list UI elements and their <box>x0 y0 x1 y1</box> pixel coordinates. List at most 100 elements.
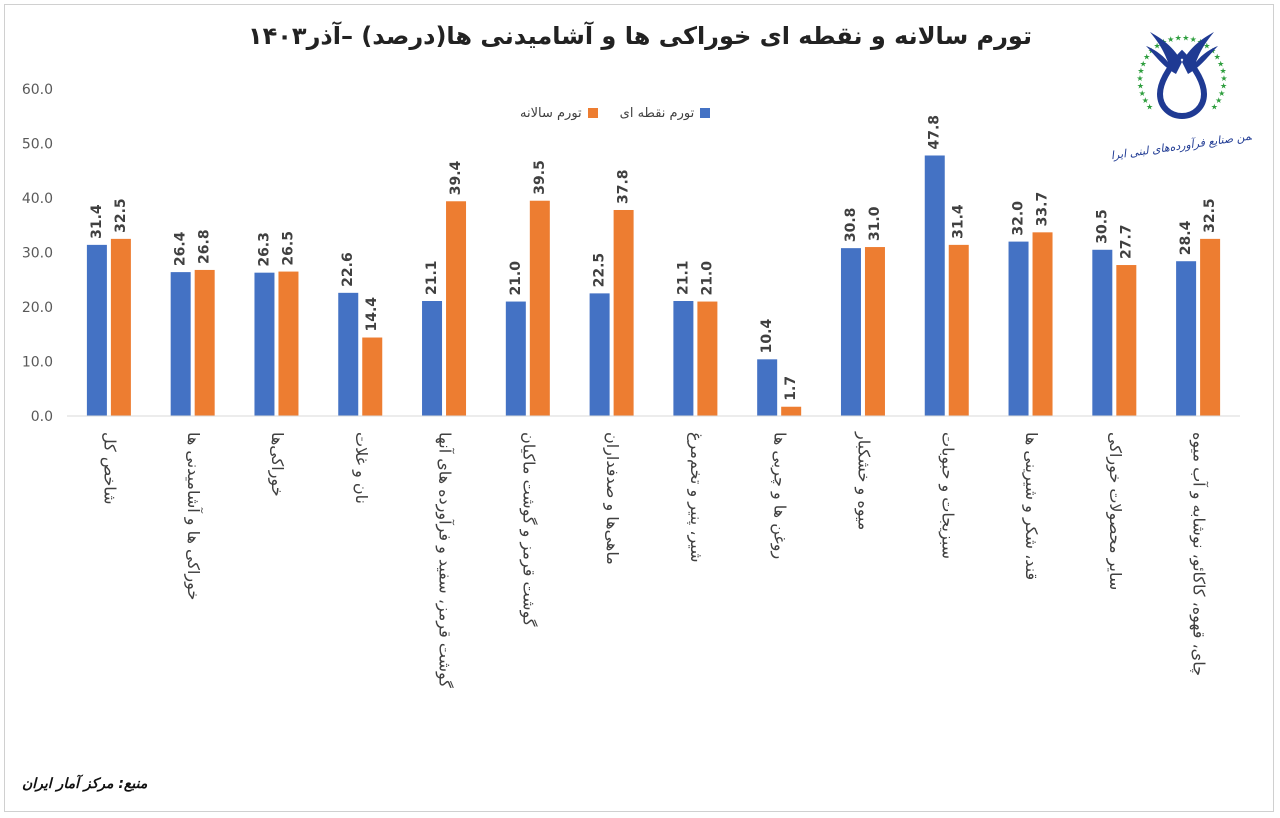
x-tick-label: نان و غلات <box>351 432 371 504</box>
x-tick-label: سایر محصولات خوراکی <box>1105 432 1125 590</box>
logo-star-icon: ★ <box>1140 59 1147 68</box>
bar-annual <box>110 238 131 416</box>
bar-annual <box>1200 238 1221 416</box>
x-tick-label: شیر، پنیر و تخم‌مرغ <box>686 432 706 563</box>
x-tick-label: خوراکی‌ها <box>267 432 287 497</box>
bar-point <box>170 272 191 416</box>
data-label-annual: 27.7 <box>1118 224 1134 259</box>
bar-point <box>254 272 275 416</box>
bar-annual <box>697 301 718 416</box>
data-label-point: 22.5 <box>592 253 608 288</box>
logo-star-icon: ★ <box>1217 59 1224 68</box>
bar-annual <box>446 201 467 416</box>
bar-point <box>840 248 861 416</box>
logo-star-icon: ★ <box>1143 53 1150 62</box>
data-label-annual: 31.4 <box>951 204 967 239</box>
data-label-annual: 31.0 <box>867 206 883 241</box>
bar-point <box>338 292 359 416</box>
source-note: منبع: مرکز آمار ایران <box>22 776 148 792</box>
bar-point <box>422 301 443 416</box>
logo-stars-ring: ★★★★★★★★★★★★★★★★★★★★★★★★★★ <box>1136 34 1227 112</box>
logo-drop-icon <box>1156 49 1208 120</box>
logo-star-icon: ★ <box>1214 53 1221 62</box>
data-label-annual: 37.8 <box>616 169 632 204</box>
data-label-annual: 14.4 <box>364 297 380 332</box>
x-tick-label: ماهی‌ها و صدفداران <box>602 432 622 565</box>
data-label-annual: 32.5 <box>113 198 129 233</box>
logo-star-icon: ★ <box>1203 42 1210 51</box>
bar-annual <box>781 406 802 416</box>
bar-annual <box>194 269 215 416</box>
logo-star-icon: ★ <box>1137 67 1144 76</box>
logo-star-icon: ★ <box>1211 102 1218 111</box>
data-label-point: 22.6 <box>340 252 356 287</box>
logo-star-icon: ★ <box>1215 96 1222 105</box>
chart-title: تورم سالانه و نقطه ای خوراکی ها و آشامید… <box>247 22 1032 50</box>
bar-annual <box>864 247 885 416</box>
y-tick-label: 60.0 <box>22 82 53 98</box>
bar-annual <box>613 209 634 416</box>
bar-point <box>86 244 107 416</box>
bar-annual <box>278 271 299 416</box>
x-tick-label: شاخص کل <box>99 432 119 505</box>
data-label-annual: 26.8 <box>197 229 213 264</box>
data-label-point: 26.3 <box>256 232 272 267</box>
bar-annual <box>362 337 383 416</box>
legend-label-annual: تورم سالانه <box>520 105 582 121</box>
data-label-point: 31.4 <box>89 204 105 239</box>
x-tick-label: گوشت قرمز و گوشت ماکیان <box>518 432 538 627</box>
logo: ★★★★★★★★★★★★★★★★★★★★★★★★★★ انجمن صنایع ف… <box>1112 32 1252 164</box>
x-tick-label: سبزیجات و حبوبات <box>937 432 957 559</box>
bar-point <box>589 293 610 416</box>
logo-star-icon: ★ <box>1182 34 1189 43</box>
x-tick-label: گوشت قرمز، سفید و فرآورده های آنها <box>435 432 455 688</box>
logo-star-icon: ★ <box>1142 96 1149 105</box>
logo-star-icon: ★ <box>1220 74 1227 83</box>
bar-annual <box>1032 232 1053 416</box>
data-label-annual: 1.7 <box>783 376 799 401</box>
legend-item-annual: تورم سالانه <box>520 103 598 123</box>
logo-star-icon: ★ <box>1137 82 1144 91</box>
legend-label-point: تورم نقطه ای <box>619 105 695 121</box>
x-tick-label: چای، قهوه، کاکائو، نوشابه و آب میوه <box>1189 432 1209 676</box>
logo-star-icon: ★ <box>1167 35 1174 44</box>
y-axis-ticks: 0.0 10.0 20.0 30.0 40.0 50.0 60.0 <box>22 82 53 425</box>
data-label-annual: 39.4 <box>448 160 464 195</box>
data-label-point: 21.0 <box>508 261 524 296</box>
chart-frame <box>4 4 1274 812</box>
data-label-point: 30.5 <box>1094 209 1110 244</box>
bar-point <box>757 359 778 416</box>
x-tick-label: قند، شکر و شیرینی ها <box>1021 432 1041 580</box>
logo-text: انجمن صنایع فرآورده‌های لبنی ایران <box>1112 127 1252 164</box>
bar-annual <box>1116 265 1137 416</box>
logo-star-icon: ★ <box>1146 102 1153 111</box>
bar-annual <box>529 200 550 416</box>
logo-star-icon: ★ <box>1136 74 1143 83</box>
y-tick-label: 30.0 <box>22 246 53 262</box>
data-label-annual: 21.0 <box>699 261 715 296</box>
y-tick-label: 10.0 <box>22 355 53 371</box>
data-label-point: 21.1 <box>675 260 691 295</box>
logo-star-icon: ★ <box>1218 89 1225 98</box>
bar-annual <box>948 244 969 416</box>
data-label-point: 10.4 <box>759 319 775 354</box>
data-label-point: 47.8 <box>927 115 943 150</box>
data-label-annual: 33.7 <box>1035 192 1051 227</box>
data-label-point: 26.4 <box>173 231 189 266</box>
y-tick-label: 20.0 <box>22 300 53 316</box>
x-tick-label: خوراکی ها و آشامیدنی ها <box>183 432 203 600</box>
logo-star-icon: ★ <box>1219 67 1226 76</box>
legend-item-point: تورم نقطه ای <box>620 103 711 123</box>
bar-point <box>924 155 945 417</box>
data-label-point: 32.0 <box>1011 201 1027 236</box>
data-label-annual: 39.5 <box>532 160 548 195</box>
y-tick-label: 40.0 <box>22 191 53 207</box>
chart-legend: تورم نقطه ای تورم سالانه <box>520 103 711 123</box>
y-tick-label: 0.0 <box>31 409 53 425</box>
x-tick-label: میوه و خشکبار <box>853 431 873 530</box>
bar-point <box>1008 241 1029 416</box>
x-tick-label: روغن ها و چربی ها <box>770 432 790 559</box>
data-label-point: 28.4 <box>1178 220 1194 255</box>
data-label-annual: 32.5 <box>1202 198 1218 233</box>
